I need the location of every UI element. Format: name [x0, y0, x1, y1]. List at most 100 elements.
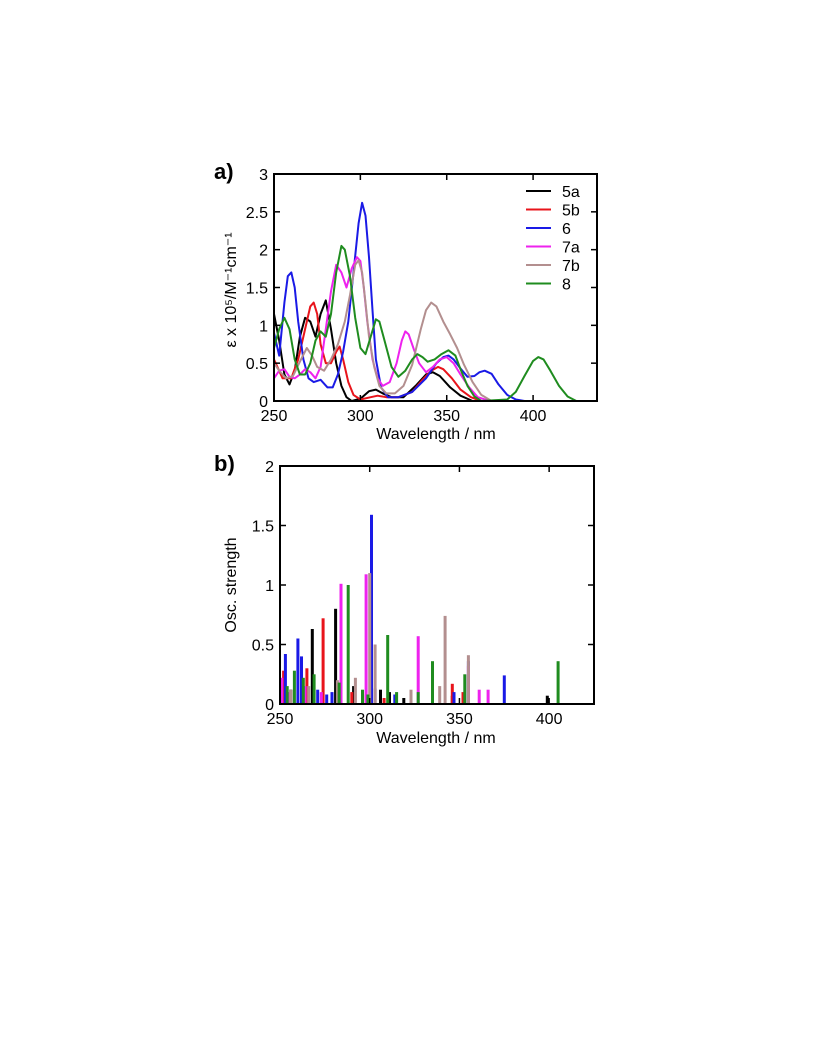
- panel-b-plot-frame: [279, 465, 595, 705]
- y-tick-label: 2: [259, 243, 268, 260]
- bar-5a: [388, 692, 391, 704]
- series-line-7b: [273, 259, 597, 402]
- bar-8: [285, 686, 289, 704]
- legend-label-5a: 5a: [562, 184, 580, 201]
- y-tick-label: 1.5: [246, 281, 268, 298]
- bar-7b: [466, 655, 470, 704]
- bar-5a: [352, 686, 356, 704]
- bar-6: [316, 689, 320, 704]
- y-tick-label: 3: [259, 167, 268, 184]
- panel-a-ticks: 250 300 350 400 0 0.5 1 1.5 2 2.5 3: [246, 167, 597, 425]
- bar-8: [337, 682, 341, 704]
- bar-7b: [289, 689, 293, 704]
- bar-7a: [486, 689, 490, 704]
- bar-7b: [438, 686, 442, 704]
- legend-label-8: 8: [562, 277, 571, 294]
- bar-5b: [282, 670, 286, 704]
- panel-b-ticks: 250 300 350 400 0 0.5 1 1.5 2: [252, 459, 594, 728]
- bar-7a: [287, 692, 291, 704]
- bar-8: [463, 674, 467, 705]
- bar-5b: [450, 683, 454, 704]
- bar-5a: [310, 629, 314, 704]
- bar-7a: [303, 686, 307, 704]
- bar-8: [431, 661, 434, 704]
- panel-b-ylabel: Osc. strength: [223, 537, 240, 632]
- bar-8: [312, 674, 316, 705]
- y-tick-label: 1.5: [252, 519, 274, 536]
- bar-8: [395, 692, 399, 704]
- panel-a-series-lines: [273, 201, 597, 402]
- bar-7b: [335, 680, 339, 704]
- x-tick-label: 250: [267, 711, 294, 728]
- x-tick-label: 350: [446, 711, 473, 728]
- bar-6: [502, 675, 506, 704]
- bar-5b: [305, 668, 309, 704]
- legend-label-5b: 5b: [562, 203, 580, 220]
- y-tick-label: 0: [265, 697, 274, 714]
- bar-8: [386, 635, 390, 704]
- panel-a-absorption-chart: a) 250 300 350 400 0 0.5 1 1.5 2 2.5 3 Wavelength …: [214, 159, 598, 443]
- bar-7b: [307, 686, 311, 704]
- bar-7b: [443, 615, 447, 704]
- y-tick-label: 2: [265, 459, 274, 476]
- series-line-7a: [273, 256, 597, 402]
- bar-5b: [321, 618, 325, 704]
- bar-8: [346, 585, 350, 704]
- bar-5b: [350, 692, 354, 704]
- bar-8: [556, 661, 560, 704]
- y-tick-label: 0.5: [252, 638, 274, 655]
- bar-6: [330, 692, 334, 704]
- bar-7b: [353, 677, 357, 704]
- bar-8: [416, 692, 420, 704]
- bar-6: [283, 654, 287, 704]
- bar-7a: [477, 689, 481, 704]
- legend-label-7b: 7b: [562, 258, 580, 275]
- panel-a-ylabel: ε x 10⁵/M⁻¹cm⁻¹: [223, 232, 240, 347]
- bar-5a: [379, 689, 382, 704]
- bar-7b: [409, 689, 413, 704]
- bar-7b: [368, 573, 372, 704]
- bar-6: [452, 692, 456, 704]
- series-line-5b: [273, 301, 597, 402]
- bar-8: [366, 694, 370, 704]
- bar-6: [300, 656, 303, 704]
- bar-5b: [461, 692, 465, 704]
- panel-a-label: a): [214, 159, 234, 184]
- panel-b-label: b): [214, 451, 235, 476]
- bar-6: [393, 694, 397, 704]
- bar-8: [361, 689, 364, 704]
- x-tick-label: 400: [536, 711, 563, 728]
- y-tick-label: 2.5: [246, 205, 268, 222]
- bar-7a: [416, 636, 420, 704]
- x-tick-label: 300: [356, 711, 383, 728]
- y-tick-label: 1: [265, 578, 274, 595]
- x-tick-label: 250: [261, 408, 288, 425]
- bar-7b: [373, 644, 377, 704]
- bar-6: [370, 514, 373, 704]
- panel-b-bars: [280, 514, 560, 705]
- panel-b-xlabel: Wavelength / nm: [376, 730, 495, 747]
- bar-6: [296, 638, 300, 704]
- bar-8: [301, 677, 305, 704]
- bar-7a: [280, 677, 284, 704]
- series-line-6: [273, 201, 597, 402]
- bar-5a: [402, 698, 406, 704]
- legend-label-7a: 7a: [562, 240, 580, 257]
- bar-7a: [364, 574, 368, 704]
- y-tick-label: 0: [259, 394, 268, 411]
- bar-7a: [339, 583, 343, 704]
- y-tick-label: 1: [259, 318, 268, 335]
- series-line-8: [273, 244, 597, 402]
- series-line-5a: [273, 299, 597, 402]
- bar-5a: [334, 608, 338, 704]
- panel-a-xlabel: Wavelength / nm: [376, 426, 495, 443]
- bar-5b: [382, 698, 386, 704]
- x-tick-label: 400: [520, 408, 547, 425]
- legend-label-6: 6: [562, 221, 571, 238]
- y-tick-label: 0.5: [246, 356, 268, 373]
- bar-7a: [319, 692, 323, 704]
- bar-5a: [545, 695, 549, 704]
- bar-8: [292, 670, 296, 704]
